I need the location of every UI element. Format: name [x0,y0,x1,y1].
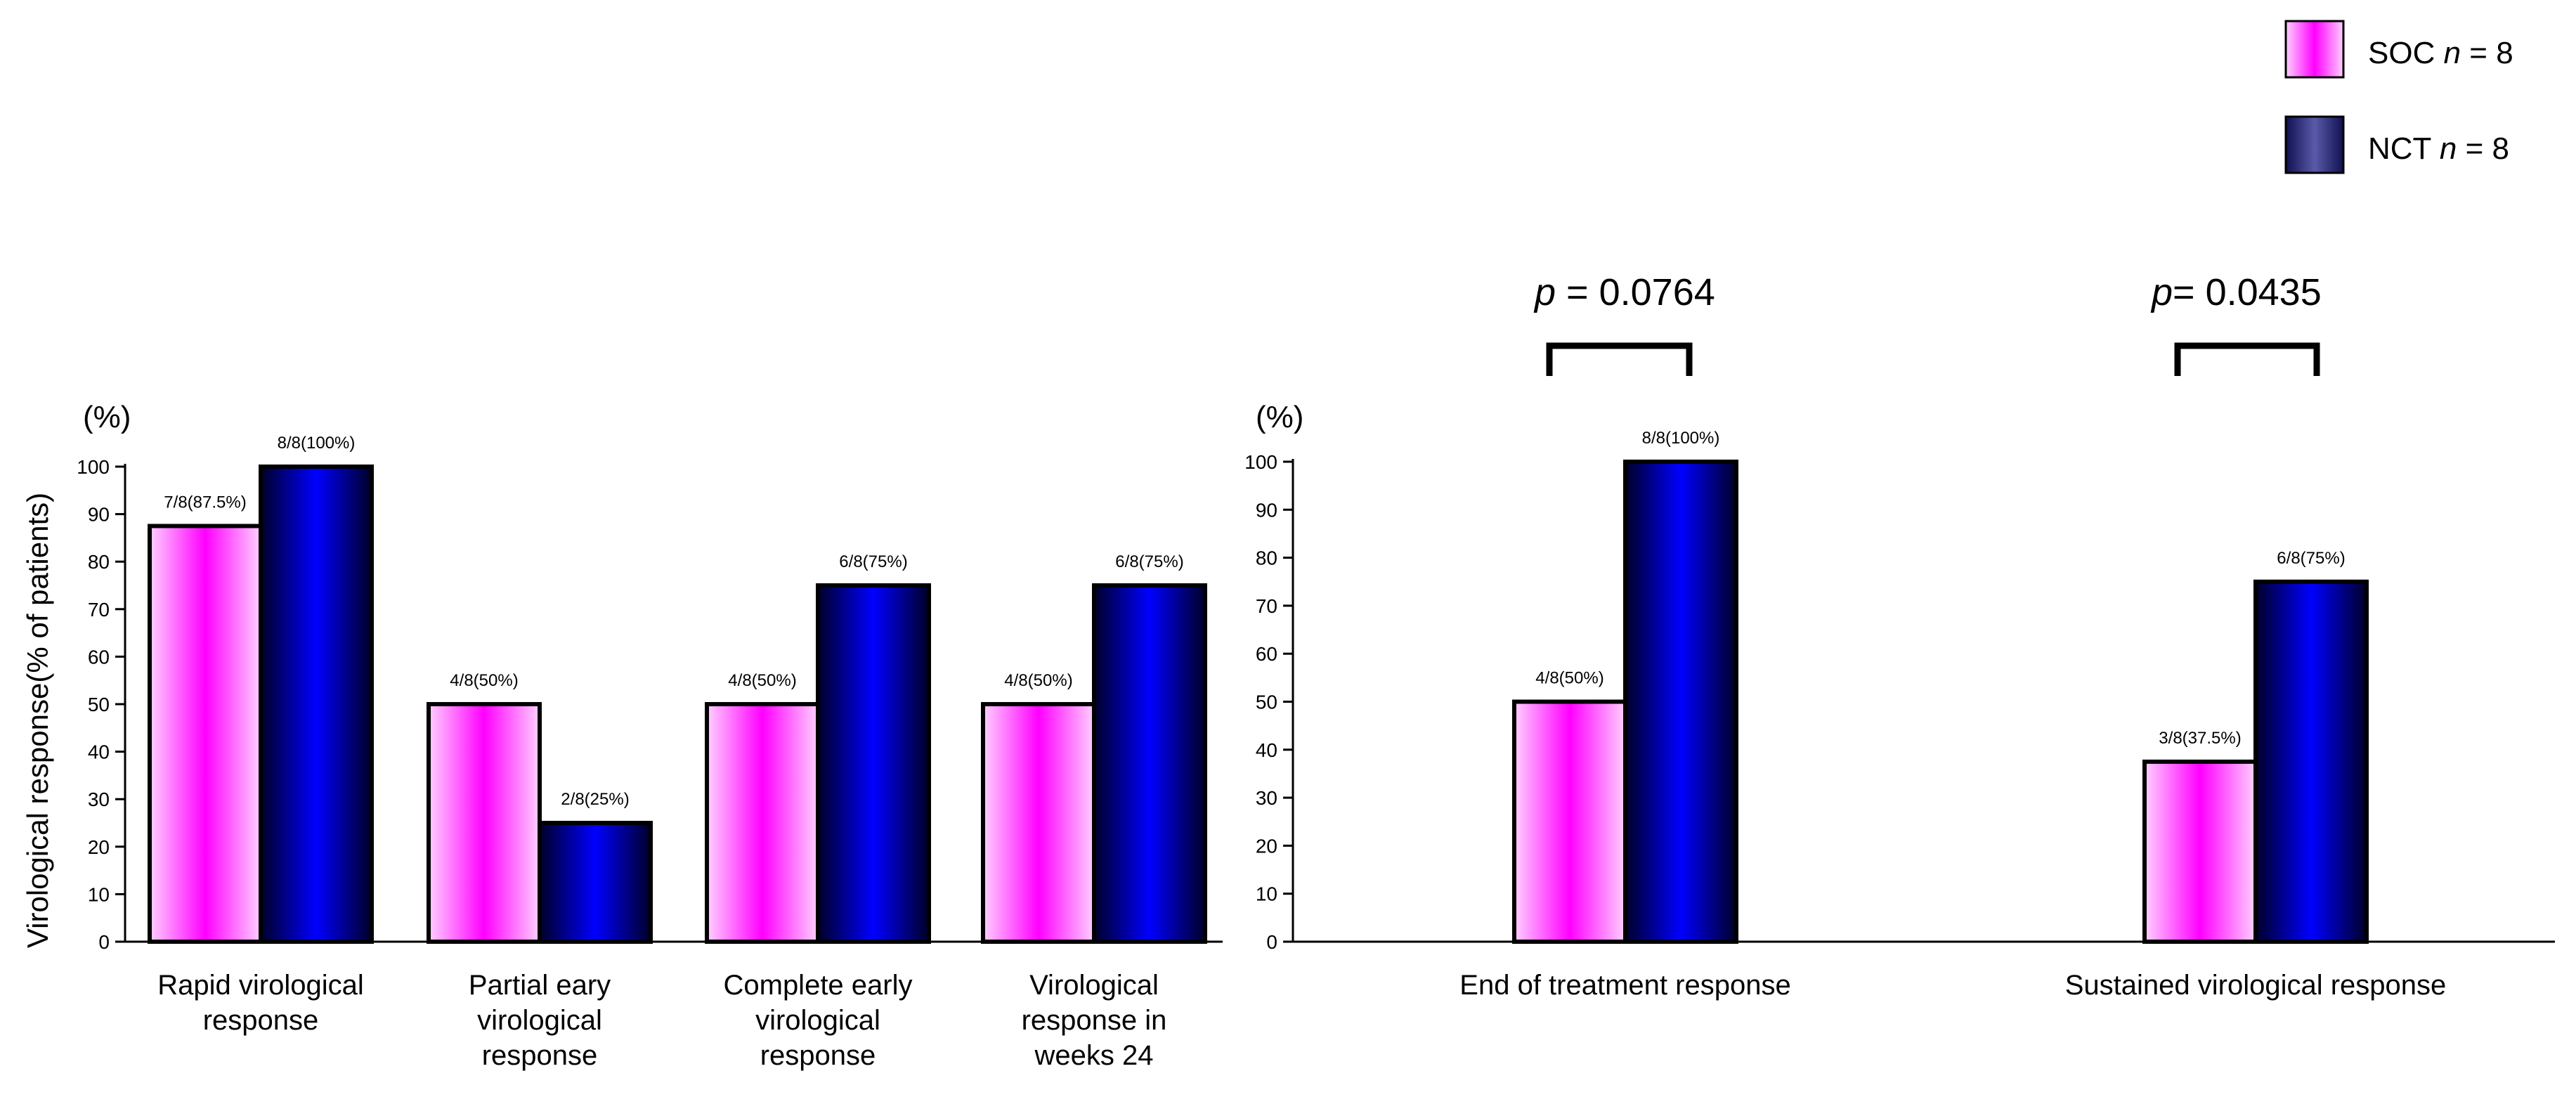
legend-label-soc: SOC n = 8 [2368,36,2513,70]
left-bar-soc [705,702,820,944]
right-y-tick-label: 40 [1256,739,1277,761]
right-bar-value-label: 3/8(37.5%) [2159,729,2241,748]
left-y-axis-title: Virological response(% of patients) [21,493,54,948]
left-bar-value-label: 8/8(100%) [278,434,356,453]
left-bar-value-label: 6/8(75%) [1115,552,1183,571]
left-y-tick-label: 0 [98,931,110,953]
left-bar-nct [816,583,931,944]
right-y-tick-label: 50 [1256,692,1277,713]
right-y-tick-label: 0 [1266,931,1277,953]
left-bar-soc [427,702,542,944]
left-bar-value-label: 4/8(50%) [1004,671,1072,690]
right-y-tick-label: 70 [1256,595,1277,617]
left-bar-value-label: 7/8(87.5%) [164,493,246,512]
right-bar-value-label: 6/8(75%) [2277,549,2345,568]
right-bar-nct [1623,460,1738,944]
left-y-tick-label: 70 [88,599,110,621]
left-y-tick-label: 60 [88,646,110,668]
right-bar-soc [2142,759,2258,944]
left-y-tick-label: 100 [77,456,110,478]
left-bar-soc [981,702,1096,944]
right-y-tick-label: 30 [1256,787,1277,809]
legend-label-nct: NCT n = 8 [2368,131,2509,166]
left-bar-value-label: 4/8(50%) [728,671,796,690]
left-bar-value-label: 2/8(25%) [561,790,629,809]
left-unit-label: (%) [83,400,131,434]
right-y-tick-label: 80 [1256,547,1277,569]
right-bar-value-label: 8/8(100%) [1642,429,1720,448]
right-bar-soc [1512,699,1627,944]
left-category-label: Partial eary virological response [469,970,611,1071]
right-y-tick-label: 90 [1256,499,1277,521]
left-y-tick-label: 50 [88,694,110,715]
left-y-tick-label: 30 [88,788,110,810]
left-y-tick-label: 80 [88,551,110,573]
p-value-annotation-sustained: p= 0.0435 [2150,271,2322,313]
left-category-label: Rapid virological response [157,970,363,1036]
right-y-tick-label: 20 [1256,835,1277,857]
left-y-tick-label: 20 [88,836,110,858]
left-y-tick-label: 10 [88,883,110,905]
left-category-label: Complete early virological response [723,970,912,1071]
legend-swatch-nct [2284,115,2345,174]
significance-bracket-sustained [2174,342,2320,376]
legend-swatch-soc [2284,20,2345,79]
legend: SOC n = 8 NCT n = 8 [2284,20,2513,174]
left-category-label: Virological response in weeks 24 [1022,970,1167,1071]
left-bar-value-label: 4/8(50%) [450,671,518,690]
significance-bracket-end-of-treatment [1546,342,1693,376]
right-y-tick-label: 60 [1256,643,1277,665]
left-y-tick-label: 90 [88,504,110,526]
p-value-annotation-end-of-treatment: p = 0.0764 [1533,271,1715,313]
left-bar-nct [1092,583,1207,944]
right-category-label: End of treatment response [1459,970,1790,1001]
left-bar-soc [148,524,263,944]
left-bar-nct [538,821,653,944]
left-panel: 0 10 20 30 40 50 60 70 80 90 100 7/8(87.5%) 8/8(100%… [77,434,1223,1071]
right-bar-value-label: 4/8(50%) [1535,669,1604,688]
right-unit-label: (%) [1256,400,1303,434]
right-y-tick-label: 100 [1244,451,1277,473]
right-panel: 0 10 20 30 40 50 60 70 80 90 100 4/8(50%) 8/8(100%) E… [1244,429,2555,1001]
right-category-label: Sustained virological response [2065,970,2447,1001]
left-bar-nct [259,465,374,944]
left-bar-value-label: 6/8(75%) [839,552,907,571]
left-y-tick-label: 40 [88,741,110,763]
right-y-tick-label: 10 [1256,883,1277,905]
right-bar-nct [2253,579,2369,944]
